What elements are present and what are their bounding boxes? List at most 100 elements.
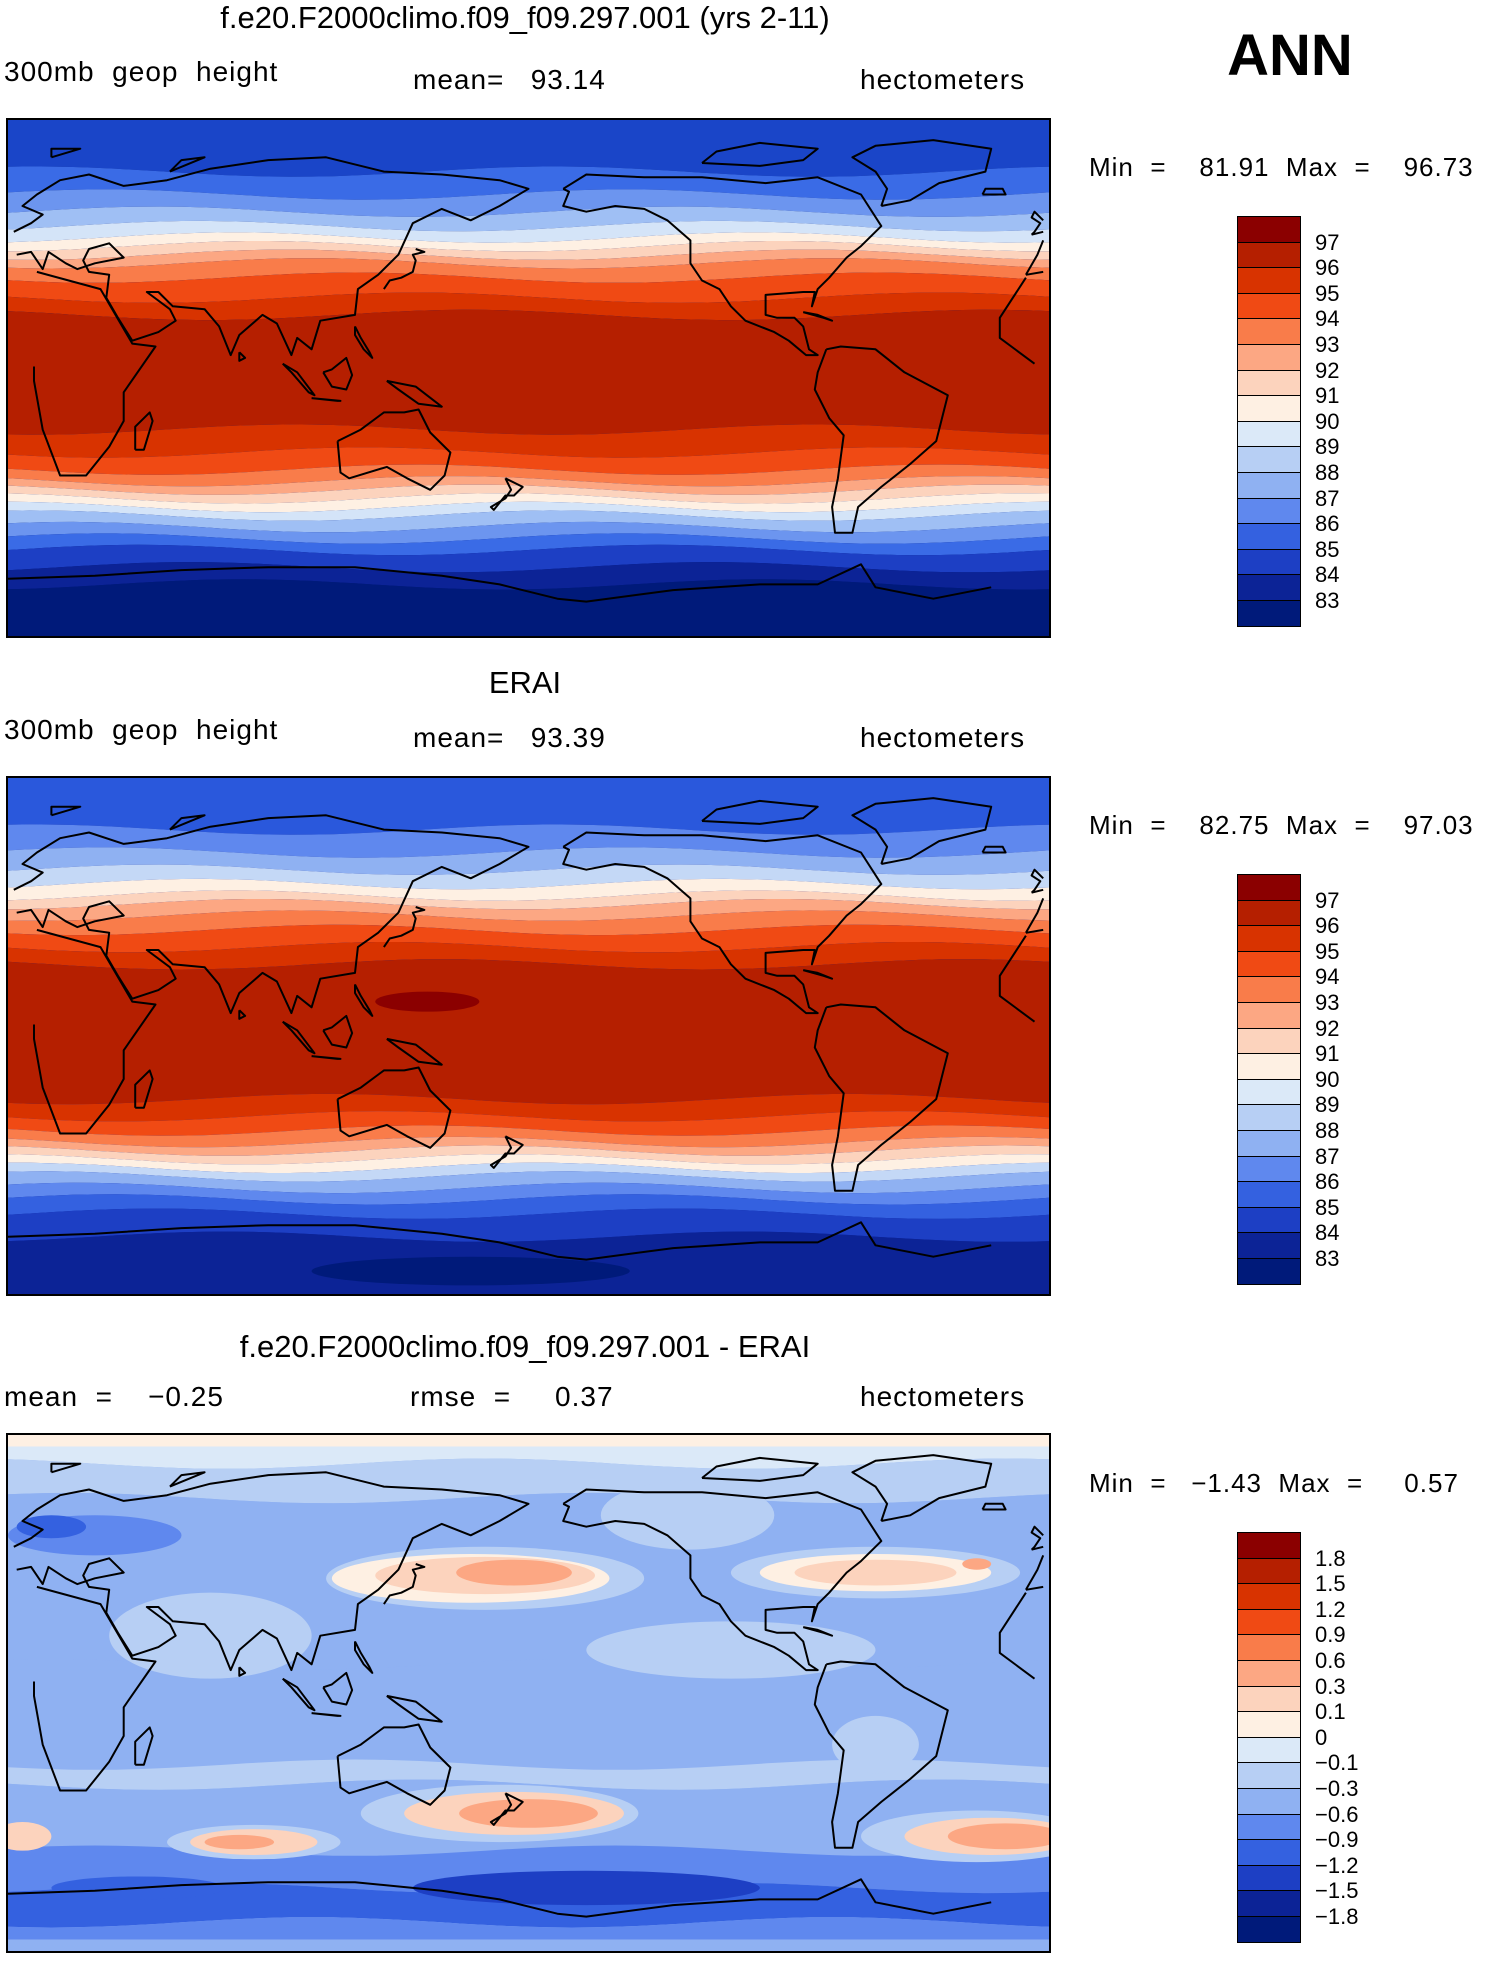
coastline (981, 845, 1007, 854)
colorbar-swatch (1237, 1685, 1301, 1713)
map-contour-feature (109, 1592, 312, 1679)
map-contour-band (8, 464, 1049, 487)
panel-1-title: f.e20.F2000climo.f09_f09.297.001 (yrs 2-… (220, 0, 830, 35)
colorbar-swatch (1237, 1078, 1301, 1106)
coastline (134, 411, 154, 451)
panel-2-units-label: hectometers (860, 722, 1026, 753)
colorbar-swatch (1237, 1206, 1301, 1234)
map-contour-band (8, 824, 1049, 858)
coastline (281, 362, 316, 397)
coastline (701, 141, 819, 167)
coastline (562, 1488, 883, 1672)
coastline (489, 1792, 524, 1826)
coastline (322, 1671, 354, 1706)
map-contour-band (8, 292, 1049, 321)
colorbar-tick-label: 0 (1315, 1724, 1328, 1750)
colorbar-swatch (1237, 1532, 1301, 1560)
map-contour-band (8, 878, 1049, 901)
panel-2-title: ERAI (488, 665, 562, 700)
colorbar-tick-label: 1.2 (1315, 1596, 1346, 1622)
colorbar-tick-label: 91 (1315, 383, 1340, 409)
map-contour-feature (832, 1715, 919, 1774)
coastline (354, 1640, 374, 1674)
map-contour-band (8, 910, 1049, 936)
colorbar-swatch (1237, 241, 1301, 269)
map-contour-band (8, 510, 1049, 533)
colorbar-tick-label: 85 (1315, 1194, 1340, 1220)
coastline (489, 1135, 524, 1169)
colorbar-swatch (1237, 600, 1301, 628)
colorbar-tick-label: 97 (1315, 887, 1340, 913)
map-contour-band (8, 533, 1049, 556)
coastline (336, 408, 452, 491)
coastline (802, 311, 834, 322)
map-contour-feature (311, 1256, 630, 1286)
colorbar-swatch (1237, 1788, 1301, 1816)
map-contour-band (8, 847, 1049, 875)
panel-1-mean-label: mean= 93.14 (413, 64, 606, 95)
map-contour-band (8, 1154, 1049, 1173)
coastline (33, 928, 1036, 1135)
colorbar-tick-label: 94 (1315, 306, 1340, 332)
panel-2-map (6, 776, 1051, 1296)
map-contour-band (8, 942, 1049, 970)
coastline (134, 1069, 154, 1109)
map-contour-band (8, 1939, 1049, 1951)
colorbar-tick-label: 0.9 (1315, 1622, 1346, 1648)
map-contour-band (8, 1182, 1049, 1205)
map-contour-band (8, 484, 1049, 504)
coastline (354, 325, 374, 359)
map-contour-band (8, 501, 1049, 521)
colorbar-tick-label: 88 (1315, 460, 1340, 485)
colorbar-tick-label: 92 (1315, 357, 1340, 383)
map-contour-band (8, 166, 1049, 200)
coastline (1030, 1525, 1044, 1551)
panel-3-mean-label: mean = −0.25 (4, 1381, 224, 1412)
colorbar-swatch (1237, 292, 1301, 320)
coastline (8, 1221, 992, 1261)
map-contour-band (8, 1136, 1049, 1156)
map-contour-band (8, 1162, 1049, 1182)
coastline (13, 1471, 1045, 1672)
colorbar-tick-label: 93 (1315, 990, 1340, 1015)
coastline (1030, 210, 1044, 236)
colorbar-swatch (1237, 369, 1301, 397)
map-contour-feature (8, 1822, 52, 1851)
coastline (383, 1563, 426, 1605)
coastline (322, 356, 354, 391)
colorbar-swatch (1237, 1711, 1301, 1739)
colorbar-swatch (1237, 1916, 1301, 1944)
colorbar-tick-label: 0.3 (1315, 1673, 1346, 1699)
panel-2-colorbar: 97 96 95 94 93 92 91 90 89 88 87 86 85 84 83 (1237, 874, 1339, 1286)
colorbar-swatch (1237, 548, 1301, 576)
panel-1-colorbar: 97 96 95 94 93 92 91 90 89 88 87 86 85 84 83 (1237, 216, 1339, 628)
colorbar-tick-label: −1.5 (1315, 1878, 1359, 1904)
colorbar-swatch (1237, 420, 1301, 448)
coastline (562, 173, 883, 357)
colorbar-swatch (1237, 1130, 1301, 1158)
colorbar-swatch (1237, 1155, 1301, 1183)
map-contour-band (8, 899, 1049, 921)
colorbar-tick-label: 87 (1315, 1143, 1340, 1169)
coastline (13, 814, 1045, 1015)
map-contour-band (8, 1093, 1049, 1122)
colorbar-tick-label: 86 (1315, 1169, 1340, 1195)
coastline (238, 1666, 247, 1677)
map-contour-band (8, 206, 1049, 232)
colorbar-tick-label: 0.1 (1315, 1699, 1346, 1725)
coastline (336, 1066, 452, 1149)
colorbar-swatch (1237, 1813, 1301, 1841)
panel-3-map (6, 1433, 1051, 1953)
colorbar-tick-label: −0.6 (1315, 1801, 1359, 1827)
colorbar-swatch (1237, 925, 1301, 953)
map-contour-band (8, 864, 1049, 890)
map-contour-band (8, 890, 1049, 910)
map-contour-band (8, 1171, 1049, 1194)
colorbar-tick-label: 90 (1315, 1066, 1340, 1092)
colorbar-tick-label: 1.5 (1315, 1571, 1346, 1597)
map-contour-band (8, 241, 1049, 260)
map-contour-band (8, 1145, 1049, 1165)
map-contour-band (8, 1125, 1049, 1148)
coastline (311, 1055, 342, 1060)
map-contour-feature (962, 1558, 992, 1570)
